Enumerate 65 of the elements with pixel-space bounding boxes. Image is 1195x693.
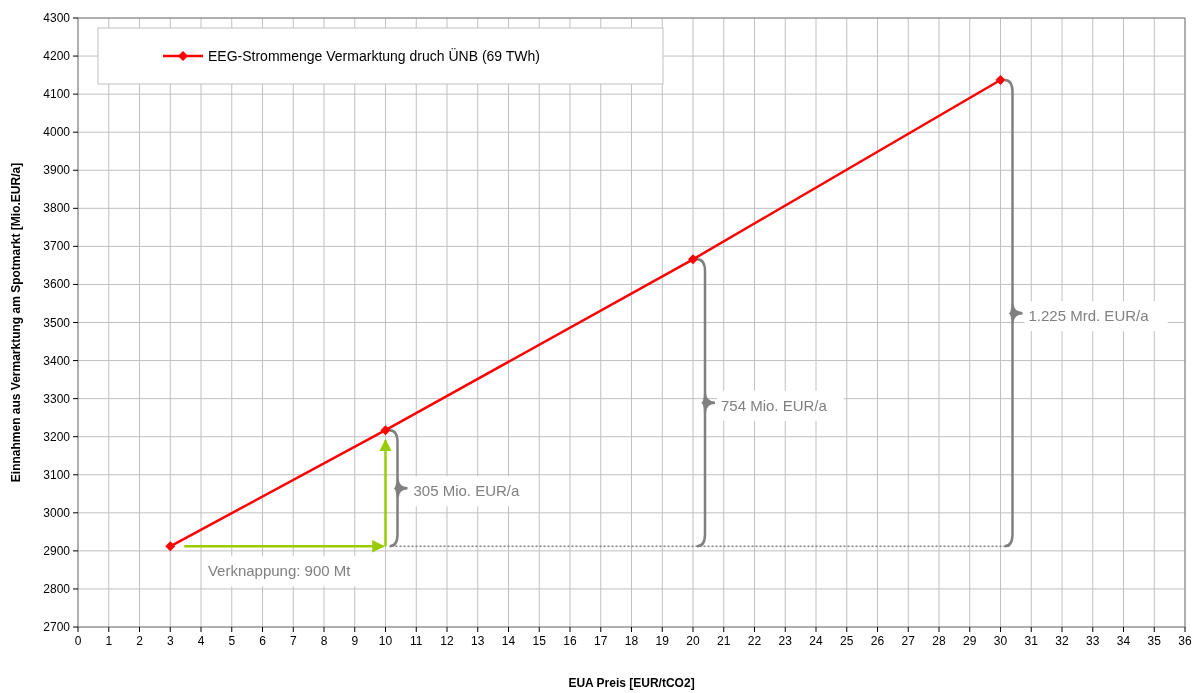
x-tick-label: 3 bbox=[166, 634, 174, 648]
y-tick-label: 3900 bbox=[43, 163, 71, 178]
x-tick-label: 10 bbox=[378, 634, 393, 648]
annotation: 754 Mio. EUR/a bbox=[721, 396, 828, 414]
x-tick-label: 18 bbox=[624, 634, 639, 648]
x-tick-label: 5 bbox=[228, 634, 236, 648]
point bbox=[688, 254, 698, 265]
x-tick-label: 8 bbox=[320, 634, 328, 648]
x-tick-label: 34 bbox=[1116, 634, 1131, 648]
y-tick-label: 2900 bbox=[43, 543, 71, 558]
x-tick-label: 27 bbox=[901, 634, 916, 648]
x-tick-label: 32 bbox=[1055, 634, 1069, 648]
x-tick-label: 1 bbox=[105, 634, 113, 648]
x-tick-label: 12 bbox=[440, 634, 454, 648]
x-tick-label: 20 bbox=[686, 634, 700, 648]
x-tick-label: 9 bbox=[351, 634, 359, 648]
x-tick-label: 36 bbox=[1178, 634, 1192, 648]
y-tick-label: 4100 bbox=[43, 87, 71, 102]
y-tick-label: 3700 bbox=[43, 239, 71, 254]
x-tick-label: 31 bbox=[1024, 634, 1039, 648]
y-tick-label: 4300 bbox=[43, 11, 71, 25]
y-tick-label: 3200 bbox=[43, 429, 71, 444]
point bbox=[380, 425, 391, 436]
x-tick-label: 14 bbox=[501, 634, 516, 648]
x-tick-label: 26 bbox=[870, 634, 885, 648]
x-tick-label: 23 bbox=[778, 634, 793, 648]
annotation: 305 Mio. EUR/a bbox=[413, 482, 521, 500]
x-tick-label: 2 bbox=[136, 634, 144, 648]
y-tick-label: 3600 bbox=[43, 277, 71, 292]
y-tick-label: 3500 bbox=[43, 315, 71, 330]
x-tick-label: 7 bbox=[289, 634, 297, 648]
x-tick-label: 13 bbox=[471, 634, 485, 648]
x-tick-label: 30 bbox=[993, 634, 1008, 648]
x-tick-label: 16 bbox=[563, 634, 577, 648]
x-tick-label: 35 bbox=[1147, 634, 1162, 648]
y-tick-label: 3300 bbox=[43, 391, 71, 406]
y-tick-label: 3400 bbox=[43, 353, 71, 368]
x-tick-label: 0 bbox=[74, 634, 82, 648]
x-tick-label: 22 bbox=[747, 634, 762, 648]
point bbox=[995, 75, 1006, 86]
x-tick-label: 24 bbox=[809, 634, 823, 648]
legend-label: EEG-Strommenge Vermarktung druch ÜNB (69 TWh) bbox=[208, 47, 540, 64]
y-tick-label: 2700 bbox=[43, 620, 71, 634]
x-tick-label: 28 bbox=[932, 634, 946, 648]
y-tick-label: 3100 bbox=[43, 467, 71, 482]
x-tick-label: 11 bbox=[410, 634, 423, 648]
x-tick-label: 33 bbox=[1086, 634, 1100, 648]
x-tick-label: 4 bbox=[197, 634, 205, 648]
x-tick-label: 19 bbox=[655, 634, 670, 648]
x-tick-label: 17 bbox=[594, 634, 608, 648]
annotation: 1.225 Mrd. EUR/a bbox=[1028, 307, 1150, 325]
x-axis-title: EUA Preis [EUR/tCO2] bbox=[568, 676, 695, 690]
y-tick-label: 3000 bbox=[43, 505, 71, 520]
y-axis-title: Einnahmen aus Vermarktung am Spotmarkt [Mio.EUR/a] bbox=[9, 162, 23, 483]
x-tick-label: 15 bbox=[532, 634, 547, 648]
y-tick-label: 4000 bbox=[43, 125, 71, 140]
y-tick-label: 4200 bbox=[43, 49, 71, 64]
x-tick-label: 25 bbox=[840, 634, 854, 648]
y-tick-label: 3800 bbox=[43, 201, 71, 216]
x-tick-label: 6 bbox=[259, 634, 267, 648]
x-tick-label: 29 bbox=[963, 634, 977, 648]
x-tick-label: 21 bbox=[717, 634, 731, 648]
annotation: Verknappung: 900 Mt bbox=[207, 562, 352, 580]
point bbox=[165, 541, 176, 552]
y-tick-label: 2800 bbox=[43, 581, 71, 596]
